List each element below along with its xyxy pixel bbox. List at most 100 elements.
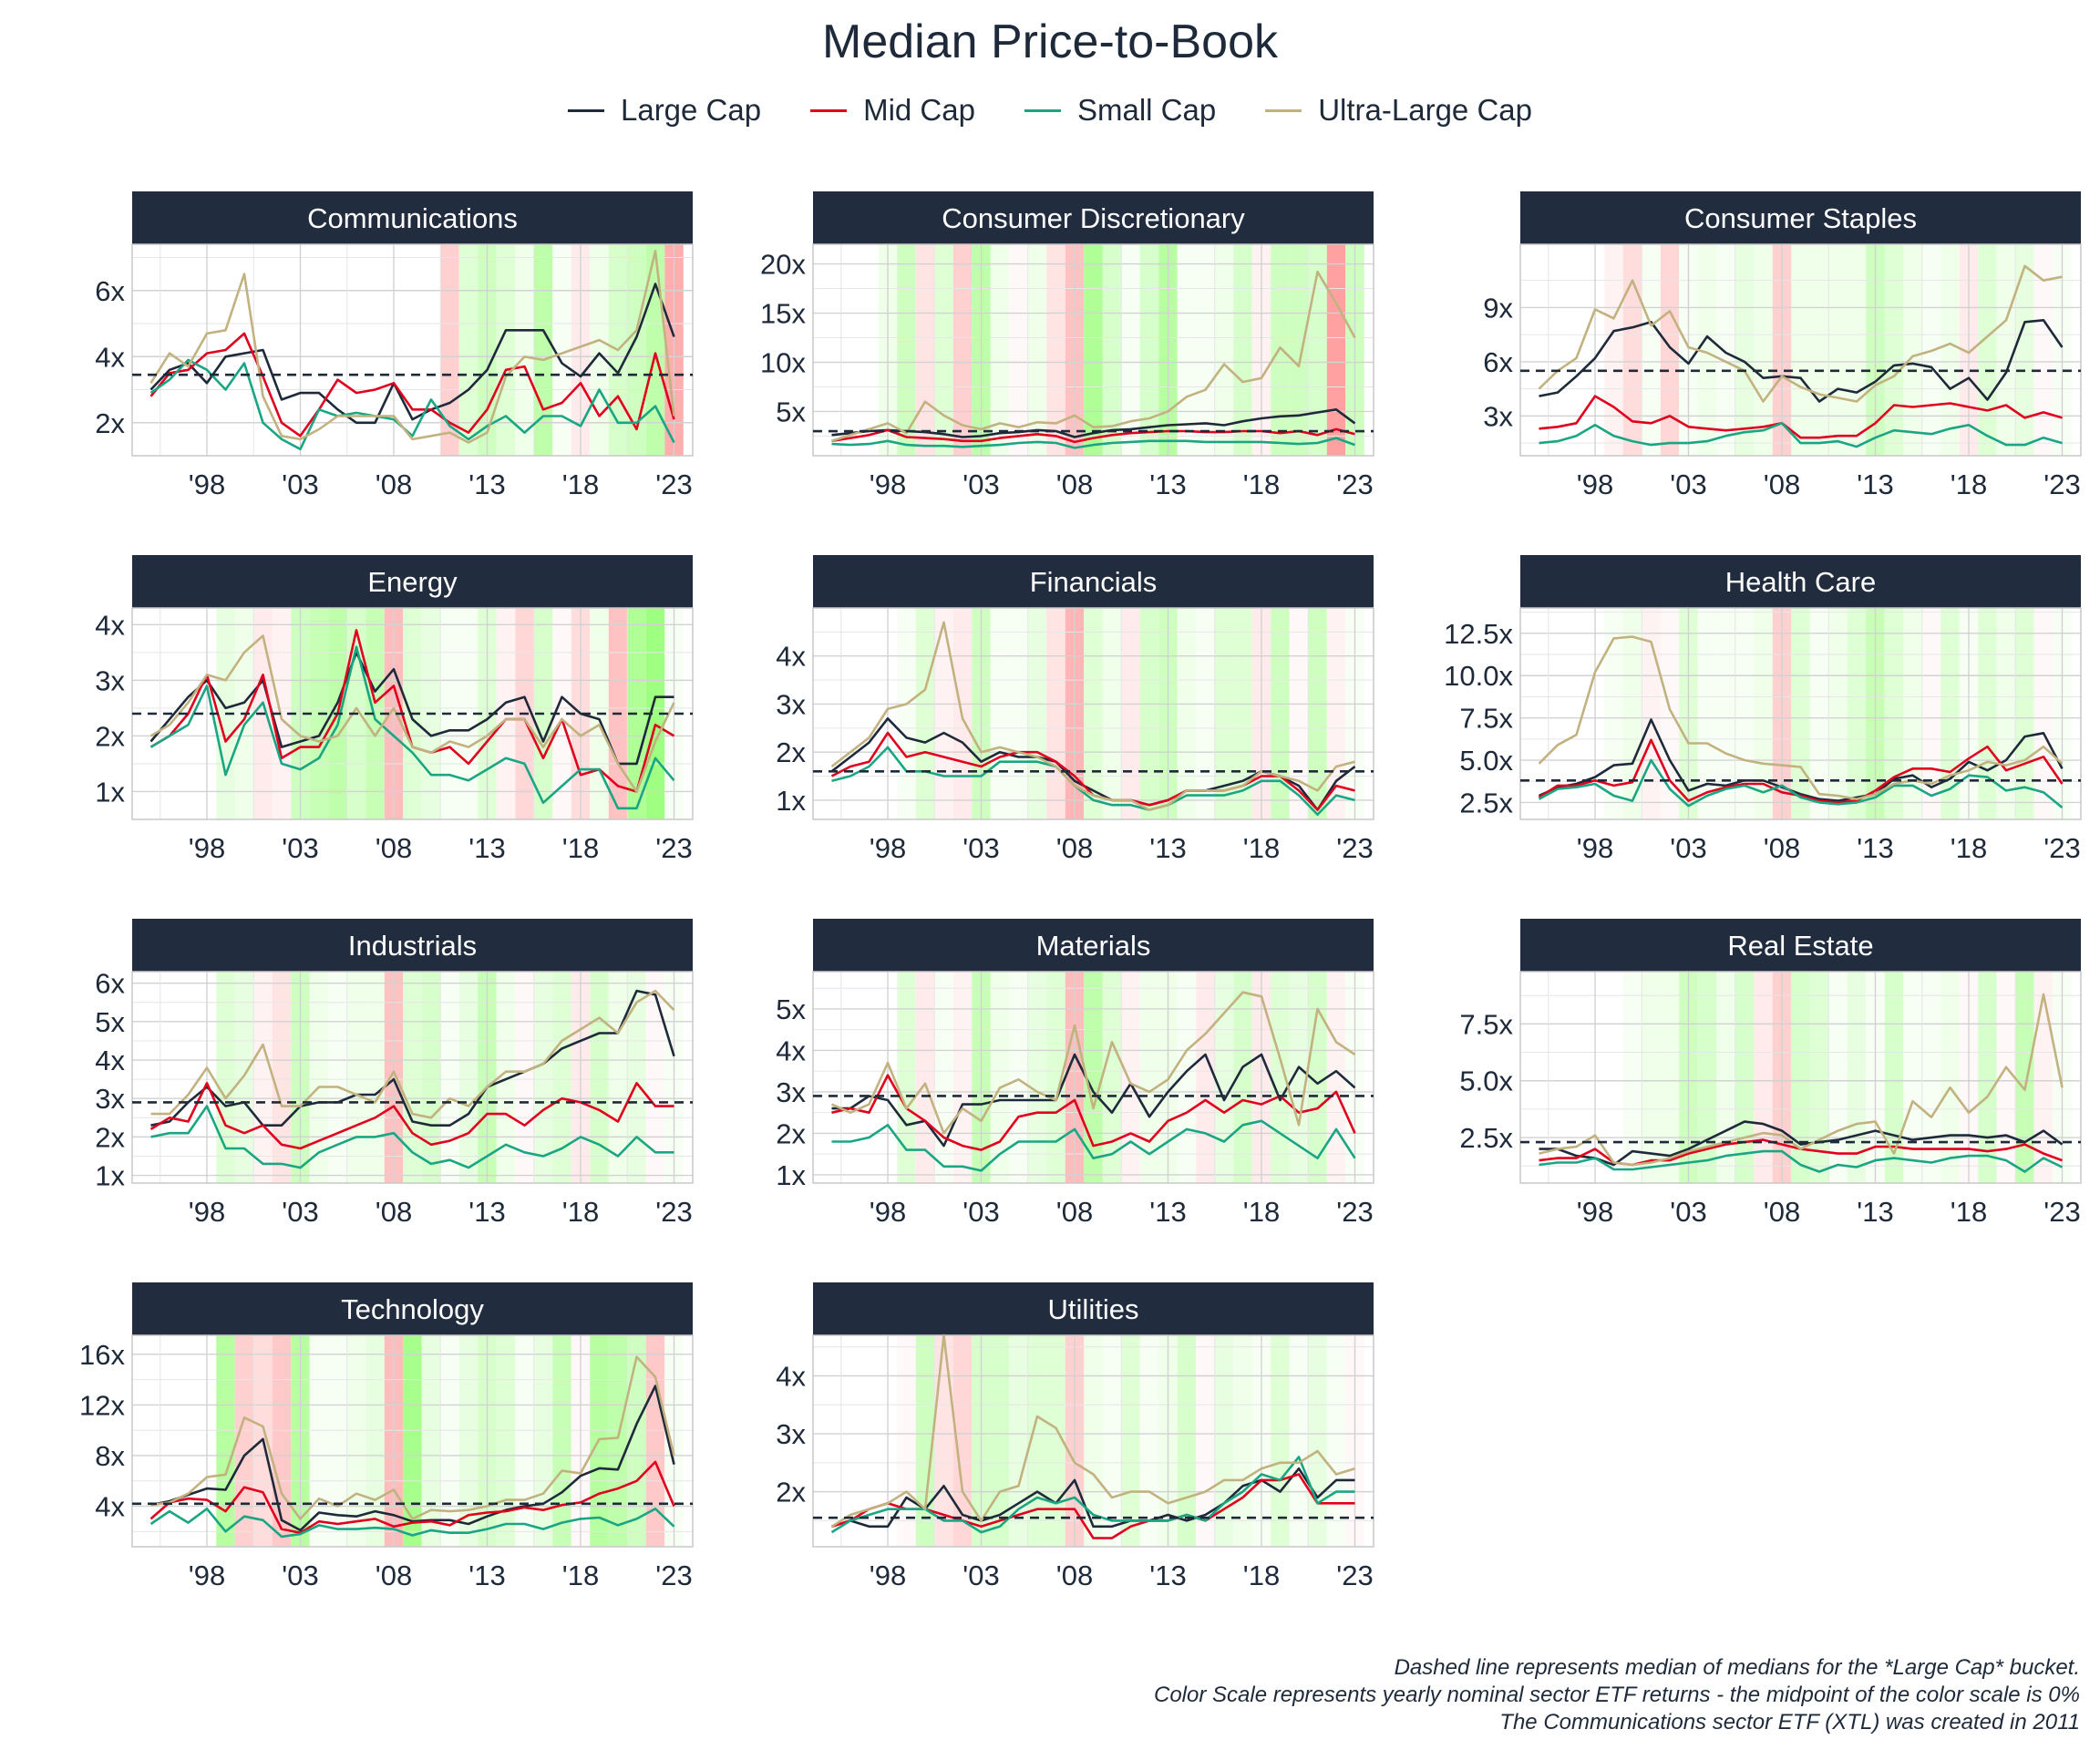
panel-technology: Technology 4x 8x 12x 16x '98 '03 '08 '13 '18 '23	[79, 1282, 694, 1591]
y-tick-label: 3x	[776, 1076, 806, 1108]
y-tick-label: 1x	[95, 1160, 125, 1192]
x-tick-label: '18	[562, 1560, 599, 1591]
return-shade-band	[1139, 244, 1159, 456]
return-shade-band	[1196, 244, 1215, 456]
series-line-ultra-large-cap	[830, 991, 1356, 1135]
return-shade-band	[645, 972, 665, 1183]
return-shade-band	[990, 1335, 1010, 1547]
return-shade-band	[1139, 972, 1159, 1183]
y-tick-label: 1x	[776, 1159, 806, 1191]
return-shade-band	[1809, 244, 1829, 456]
return-shade-band	[552, 244, 571, 456]
y-tick-label: 6x	[95, 968, 125, 1000]
x-tick-label: '23	[1336, 1560, 1373, 1591]
return-shade-band	[1642, 244, 1661, 456]
footnote-color-scale: Color Scale represents yearly nominal se…	[1154, 1683, 2080, 1707]
x-tick-label: '03	[1670, 832, 1706, 864]
x-tick-label: '98	[189, 468, 225, 500]
panel-communications: Communications 2x 4x 6x '98 '03 '08 '13 '18 '23	[95, 191, 694, 500]
legend: Large Cap Mid Cap Small Cap Ultra-Large …	[0, 93, 2100, 128]
return-shade-band	[1289, 1335, 1309, 1547]
return-shade-band	[1791, 608, 1810, 819]
return-shade-band	[552, 1335, 571, 1547]
return-shade-band	[1233, 608, 1252, 819]
panel-header	[132, 919, 693, 972]
return-shade-band	[272, 972, 292, 1183]
return-shade-band	[552, 972, 571, 1183]
panel-header	[1520, 555, 2081, 608]
legend-label: Large Cap	[620, 93, 762, 127]
panel-border	[812, 243, 1374, 457]
legend-label: Mid Cap	[863, 93, 975, 127]
y-tick-label: 2x	[95, 720, 125, 752]
return-shade-band	[458, 244, 479, 456]
x-tick-label: '03	[962, 832, 999, 864]
return-shade-band	[1027, 972, 1047, 1183]
return-shade-band	[458, 972, 479, 1183]
return-shade-band	[1009, 244, 1028, 456]
series-line-mid-cap	[149, 1082, 674, 1150]
return-shade-band	[2033, 244, 2054, 456]
return-shade-band	[1046, 972, 1065, 1183]
return-shade-band	[1903, 244, 1922, 456]
return-shade-band	[1754, 608, 1773, 819]
x-tick-label: '98	[870, 1560, 906, 1591]
return-shade-band	[590, 972, 609, 1183]
x-tick-label: '98	[189, 832, 225, 864]
panel-header	[132, 555, 693, 608]
x-tick-label: '08	[376, 468, 412, 500]
return-shade-band	[1754, 244, 1773, 456]
x-tick-label: '13	[1149, 1560, 1186, 1591]
y-tick-label: 6x	[1483, 346, 1513, 378]
return-shade-band	[1102, 608, 1122, 819]
series-line-ultra-large-cap	[1538, 264, 2063, 403]
series-line-large-cap	[149, 283, 675, 425]
return-shade-band	[1289, 972, 1309, 1183]
y-tick-label: 10x	[760, 346, 806, 378]
return-shade-band	[915, 1335, 935, 1547]
series-line-small-cap	[831, 746, 1355, 817]
x-tick-label: '23	[2043, 1196, 2080, 1228]
return-shade-band	[645, 608, 665, 819]
x-tick-label: '08	[1056, 832, 1093, 864]
x-tick-label: '08	[1764, 1196, 1800, 1228]
return-shade-band	[1102, 1335, 1122, 1547]
return-shade-band	[1271, 1335, 1290, 1547]
series-line-large-cap	[831, 1053, 1356, 1148]
y-tick-label: 4x	[776, 1360, 806, 1392]
panel-health-care: Health Care 2.5x 5.0x 7.5x 10.0x 12.5x '98 '03 '…	[1444, 555, 2082, 864]
panel-border	[131, 1334, 694, 1548]
series-line-ultra-large-cap	[150, 1355, 675, 1520]
panel-energy: Energy 1x 2x 3x 4x '98 '03 '08 '13 '18 '23	[95, 555, 694, 864]
return-shade-band	[440, 1335, 459, 1547]
return-shade-band	[1084, 244, 1103, 456]
x-tick-label: '13	[1857, 832, 1893, 864]
return-shade-band	[1326, 1335, 1346, 1547]
return-shade-band	[1289, 244, 1309, 456]
return-shade-band	[440, 972, 459, 1183]
return-shade-band	[1921, 608, 1941, 819]
return-shade-band	[1233, 244, 1252, 456]
return-shade-band	[440, 244, 459, 456]
x-tick-label: '98	[870, 832, 906, 864]
panel-header	[813, 191, 1374, 244]
return-shade-band	[1121, 244, 1140, 456]
series-line-ultra-large-cap	[830, 1333, 1355, 1528]
panel-title: Financials	[1030, 566, 1158, 598]
legend-label: Small Cap	[1076, 93, 1217, 127]
return-shade-band	[1289, 608, 1309, 819]
return-shade-band	[216, 972, 235, 1183]
panel-title: Communications	[307, 202, 518, 234]
return-shade-band	[1308, 972, 1327, 1183]
x-tick-label: '03	[282, 1560, 318, 1591]
series-line-large-cap	[831, 1467, 1355, 1529]
y-tick-label: 10.0x	[1444, 660, 1513, 692]
x-tick-label: '13	[1857, 468, 1893, 500]
return-shade-band	[915, 608, 935, 819]
return-shade-band	[1884, 608, 1904, 819]
y-tick-label: 3x	[776, 688, 806, 720]
x-tick-label: '18	[1951, 468, 1987, 500]
x-tick-label: '08	[376, 1560, 412, 1591]
x-tick-label: '18	[1243, 468, 1280, 500]
